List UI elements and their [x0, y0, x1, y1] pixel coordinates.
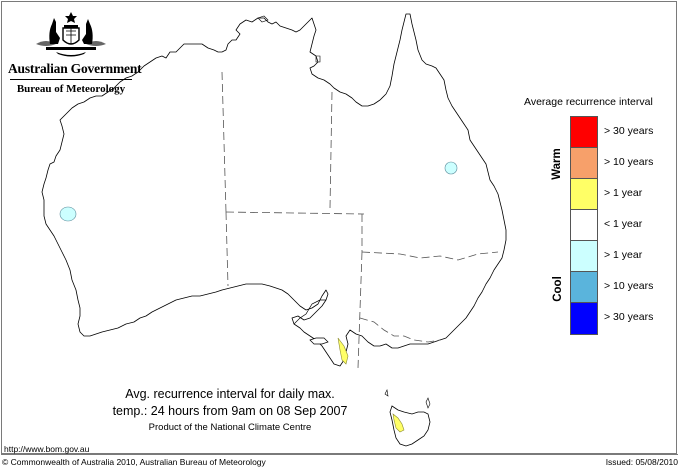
legend-swatch-warm-30 [571, 117, 597, 148]
legend-swatch-neutral [571, 210, 597, 241]
flinders-island [425, 397, 431, 409]
legend-color-bar [570, 116, 598, 335]
map-caption-line1: Avg. recurrence interval for daily max. [125, 387, 335, 401]
kangaroo-island [309, 337, 329, 345]
agency-name: Bureau of Meteorology [16, 83, 126, 95]
tasmania-coastline [389, 405, 431, 447]
map-caption-credit: Product of the National Climate Centre [148, 422, 312, 433]
legend-cool-label: Cool [551, 276, 564, 302]
legend-label: > 1 year [604, 187, 643, 199]
legend-warm-label: Warm [550, 148, 563, 180]
legend-swatch-warm-10 [571, 148, 597, 179]
footer-divider [1, 454, 678, 455]
legend-label: > 30 years [604, 125, 654, 137]
legend-swatch-cool-10 [571, 272, 597, 303]
legend-swatch-cool-1 [571, 241, 597, 272]
legend-label: > 10 years [604, 280, 654, 292]
copyright-notice: © Commonwealth of Australia 2010, Austra… [2, 457, 266, 467]
melville-island [257, 15, 269, 23]
king-island [384, 389, 389, 397]
bom-website-link[interactable]: http://www.bom.gov.au [4, 444, 90, 454]
government-name: Australian Government [8, 61, 142, 76]
legend-label: > 30 years [604, 311, 654, 323]
logo-divider [10, 79, 132, 80]
map-frame [1, 1, 677, 454]
legend-swatch-cool-30 [571, 303, 597, 334]
anomaly-cool-qld [444, 161, 458, 175]
legend-label: > 10 years [604, 156, 654, 168]
legend-title: Average recurrence interval [524, 96, 653, 108]
bom-logo: Australian Government Bureau of Meteorol… [8, 10, 142, 95]
map-caption-line2: temp.: 24 hours from 9am on 08 Sep 2007 [112, 404, 348, 418]
coat-of-arms-icon [36, 12, 106, 57]
state-borders [221, 71, 499, 369]
legend-label: < 1 year [604, 218, 643, 230]
legend-swatch-warm-1 [571, 179, 597, 210]
issued-date: Issued: 05/08/2010 [605, 457, 678, 467]
anomaly-warm-tas [392, 413, 405, 433]
legend-label: > 1 year [604, 249, 643, 261]
anomaly-cool-wa [59, 206, 77, 222]
gulf-detail [293, 299, 326, 325]
anomaly-warm-sa [337, 337, 349, 365]
groote-eylandt [315, 55, 321, 63]
